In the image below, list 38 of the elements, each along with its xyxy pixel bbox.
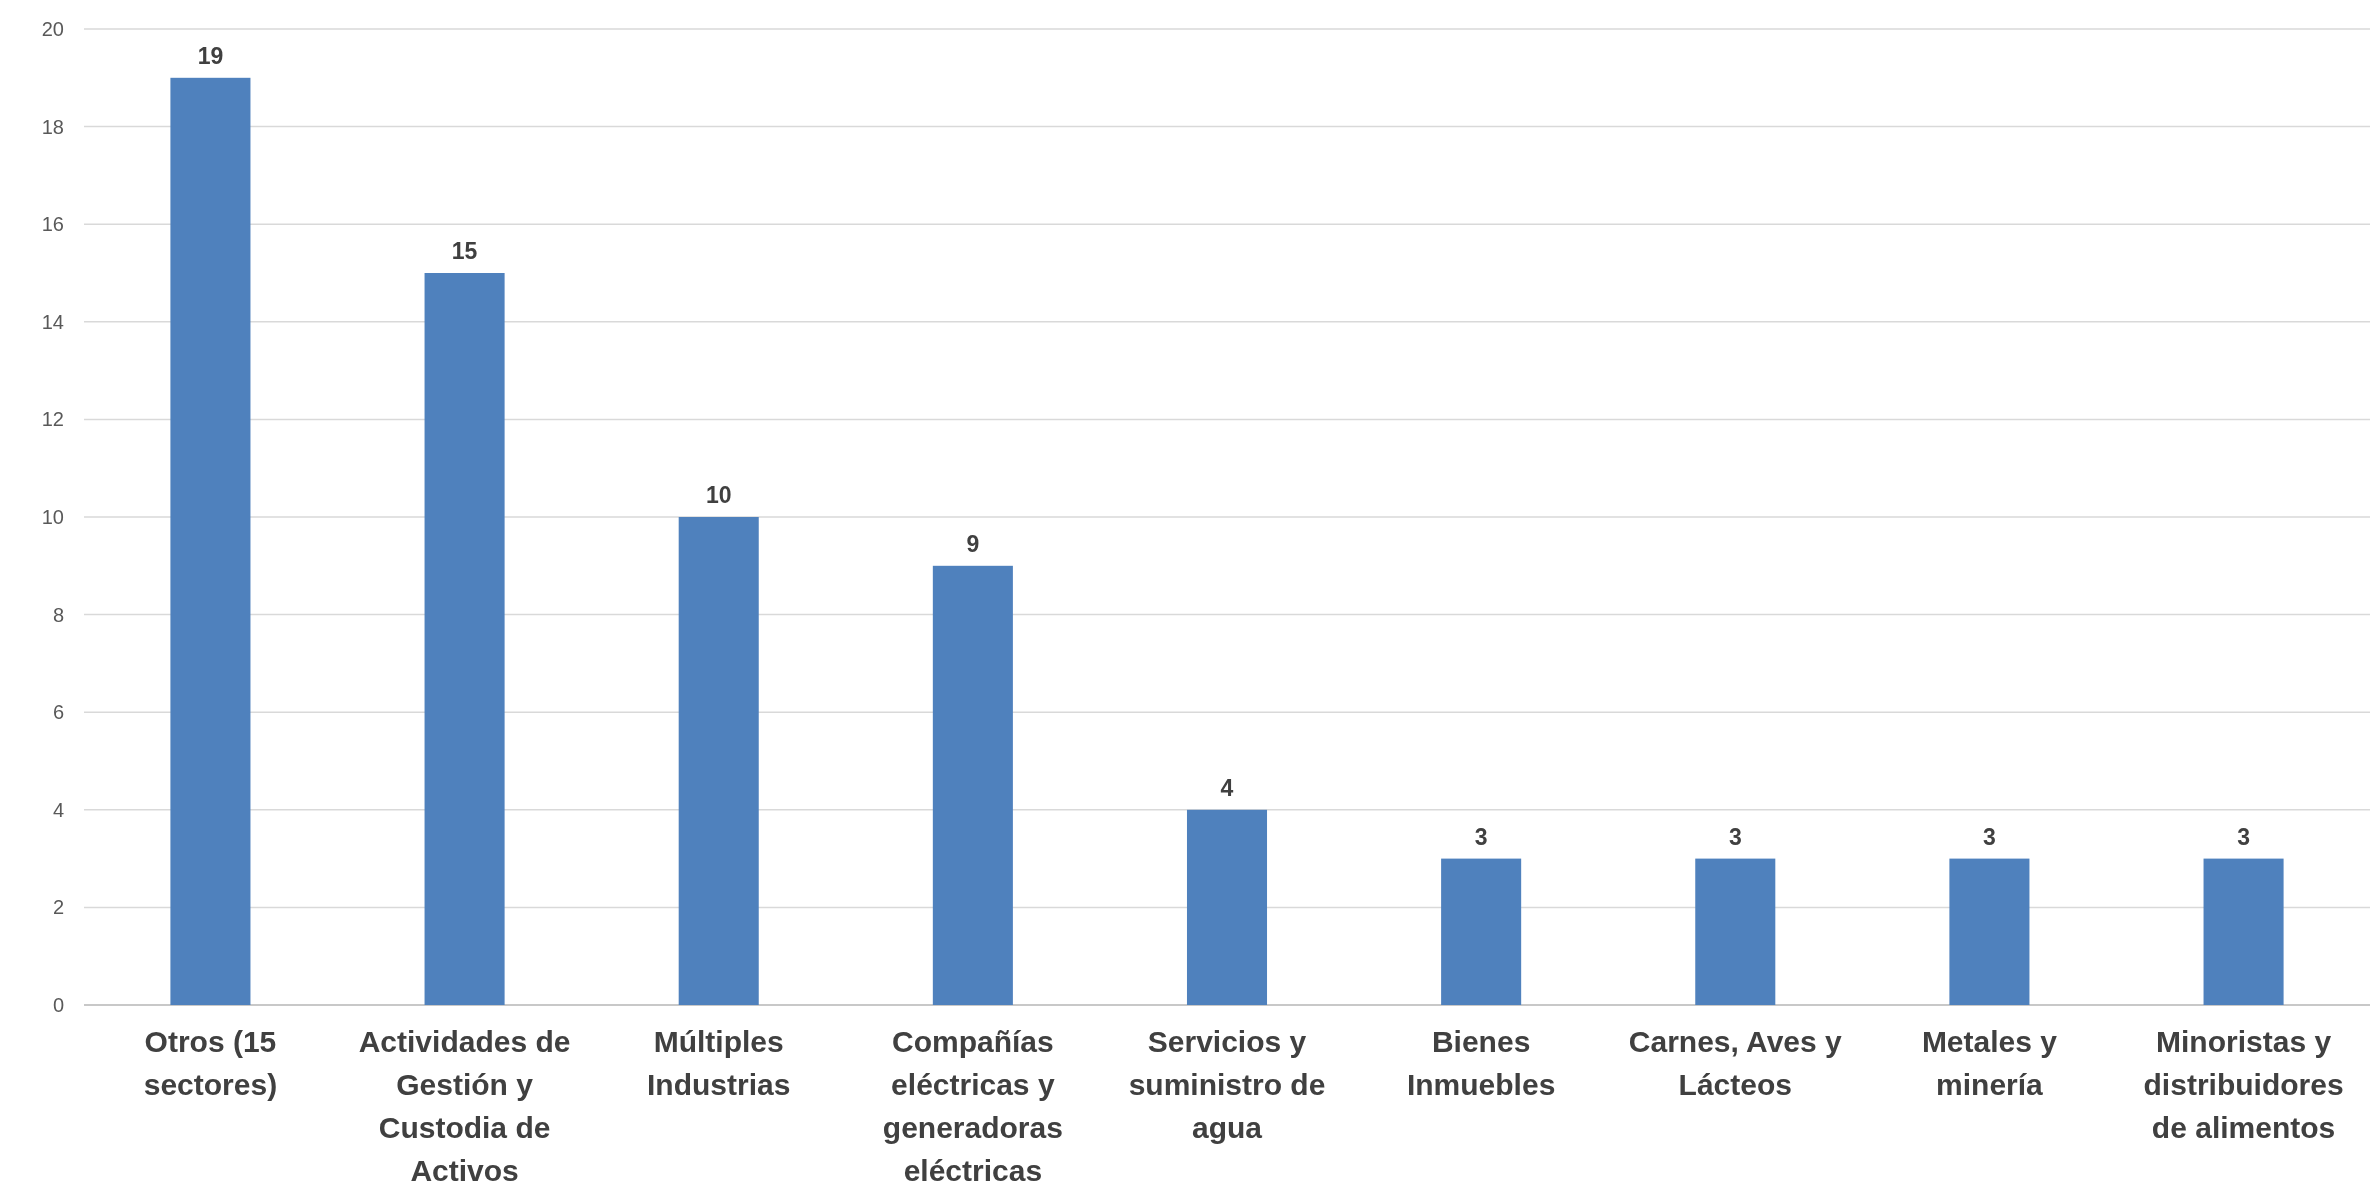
- bar: [678, 517, 759, 1005]
- data-label: 3: [1474, 823, 1488, 850]
- y-tick-label: 10: [41, 506, 64, 528]
- y-tick-label: 18: [41, 115, 64, 138]
- bar: [1695, 858, 1776, 1005]
- y-tick-label: 2: [52, 896, 64, 919]
- data-label: 3: [1983, 823, 1996, 850]
- bar: [1186, 809, 1268, 1005]
- y-tick-label: 14: [41, 310, 64, 333]
- y-tick-label: 16: [41, 213, 64, 236]
- x-tick-label: Metales y minería: [1921, 1025, 2058, 1101]
- data-label: 15: [451, 238, 478, 264]
- y-tick-label: 20: [41, 18, 64, 40]
- bar: [1441, 858, 1522, 1005]
- data-label: 9: [966, 530, 980, 557]
- x-tick-label: Servicios y suministro de agua: [1128, 1025, 1326, 1144]
- x-tick-label: Compañías eléctricas y generadoras eléctricas: [882, 1025, 1063, 1187]
- x-tick-label: Otros (15 sectores): [143, 1025, 278, 1101]
- bar: [2203, 858, 2284, 1005]
- data-label: 10: [705, 482, 732, 508]
- bar: [170, 77, 251, 1005]
- x-tick-label: Múltiples Industrias: [647, 1025, 791, 1101]
- data-label: 3: [1728, 823, 1742, 850]
- x-tick-label: Bienes Inmuebles: [1406, 1025, 1556, 1101]
- x-tick-label: Carnes, Aves y Lácteos: [1628, 1025, 1843, 1101]
- y-tick-label: 0: [52, 994, 64, 1016]
- y-tick-label: 8: [52, 603, 64, 626]
- bar: [932, 565, 1013, 1005]
- x-tick-label: Minoristas y distribuidores de alimentos: [2143, 1025, 2344, 1144]
- y-tick-label: 4: [52, 798, 64, 821]
- bar: [1949, 858, 2030, 1005]
- data-label: 3: [2237, 823, 2250, 850]
- data-label: 4: [1220, 774, 1234, 801]
- y-tick-label: 6: [52, 701, 64, 724]
- x-tick-label: Actividades de Gestión y Custodia de Activos: [358, 1025, 571, 1187]
- bar: [424, 273, 505, 1005]
- data-label: 19: [197, 42, 224, 69]
- y-tick-label: 12: [41, 408, 64, 431]
